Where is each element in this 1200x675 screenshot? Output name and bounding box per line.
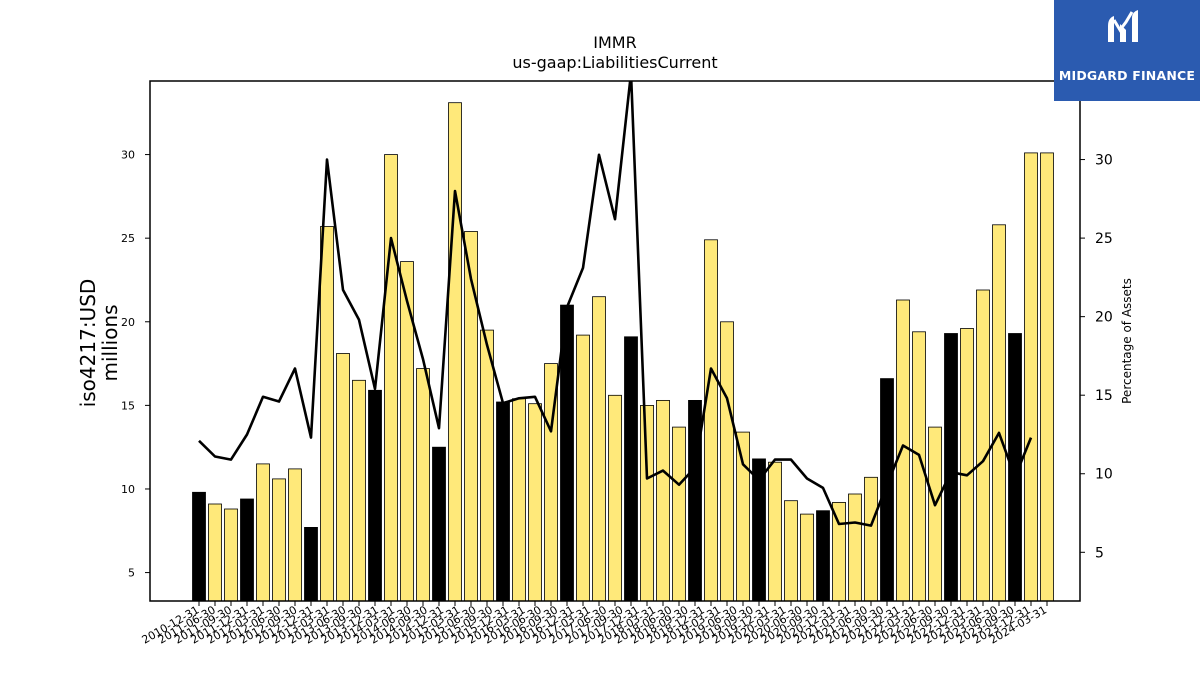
- bar-annual: [496, 401, 510, 602]
- y-tick-label: 15: [121, 399, 135, 412]
- bar-quarter: [224, 508, 238, 602]
- bar-annual: [368, 389, 382, 602]
- bar-annual: [304, 527, 318, 602]
- bar-quarter: [928, 426, 942, 602]
- bar-quarter: [400, 261, 414, 602]
- bar-quarter: [784, 500, 798, 602]
- bar-quarter: [672, 426, 686, 602]
- bar-group: [192, 102, 1054, 602]
- bar-quarter: [592, 296, 606, 602]
- y-tick-label: 10: [121, 483, 135, 496]
- bar-quarter: [768, 461, 782, 602]
- series-line: [198, 81, 1033, 527]
- line-group: [198, 81, 1033, 527]
- bar-annual: [880, 378, 894, 602]
- bar-quarter: [848, 493, 862, 602]
- y2-tick-label: 20: [1095, 310, 1113, 326]
- bar-quarter: [656, 399, 670, 602]
- bar-quarter: [640, 404, 654, 602]
- y2-tick-label: 10: [1095, 467, 1113, 483]
- bar-quarter: [384, 154, 398, 602]
- bar-quarter: [1024, 152, 1038, 602]
- bar-annual: [688, 399, 702, 602]
- y2-tick-label: 25: [1095, 231, 1113, 247]
- y-tick-label: 20: [121, 316, 135, 329]
- bar-quarter: [464, 231, 478, 602]
- y-axis-label-line: iso4217:USD: [76, 279, 100, 408]
- midgard-logo-icon: [1108, 10, 1138, 42]
- bar-quarter: [272, 478, 286, 602]
- bar-quarter: [576, 334, 590, 602]
- y2-axis-label: Percentage of Assets: [1120, 278, 1134, 404]
- bar-quarter: [512, 398, 526, 602]
- bar-quarter: [480, 329, 494, 602]
- bar-annual: [624, 336, 638, 602]
- bar-quarter: [736, 431, 750, 602]
- bar-quarter: [528, 403, 542, 602]
- bar-quarter: [256, 463, 270, 602]
- bar-quarter: [896, 299, 910, 602]
- bar-annual: [240, 498, 254, 602]
- bar-quarter: [800, 513, 814, 602]
- bar-quarter: [1040, 152, 1054, 602]
- bar-annual: [816, 510, 830, 602]
- bar-annual: [944, 333, 958, 602]
- y-tick-label: 30: [121, 149, 135, 162]
- bar-quarter: [336, 353, 350, 602]
- bar-quarter: [448, 102, 462, 602]
- chart-subtitle: us-gaap:LiabilitiesCurrent: [512, 53, 717, 72]
- y2-tick-label: 5: [1095, 545, 1104, 561]
- brand-name: MIDGARD FINANCE: [1058, 68, 1196, 83]
- bar-quarter: [352, 379, 366, 602]
- y2-tick-label: 30: [1095, 153, 1113, 169]
- y-tick-label: 25: [121, 232, 135, 245]
- bar-annual: [192, 491, 206, 602]
- bar-quarter: [976, 289, 990, 602]
- y2-tick-label: 15: [1095, 388, 1113, 404]
- y2-axis: 5 10 15 20 25 30: [1080, 153, 1113, 561]
- y-tick-label: 5: [128, 567, 135, 580]
- bar-quarter: [720, 321, 734, 602]
- bar-annual: [432, 446, 446, 602]
- bar-quarter: [208, 503, 222, 602]
- y-axis-label: iso4217:USDmillions: [76, 279, 122, 408]
- bar-quarter: [864, 476, 878, 602]
- bar-quarter: [832, 501, 846, 602]
- bar-quarter: [416, 368, 430, 602]
- bar-quarter: [704, 239, 718, 602]
- bar-quarter: [992, 224, 1006, 602]
- bar-quarter: [960, 328, 974, 602]
- y-axis-label-line: millions: [98, 304, 122, 381]
- chart-title: IMMR: [593, 33, 636, 52]
- x-axis: 2010-12-312011-06-302011-09-302011-12-31…: [140, 601, 1049, 647]
- y-axis: 5 10 15 20 25 30: [121, 149, 150, 580]
- bar-quarter: [608, 394, 622, 602]
- bar-quarter: [320, 226, 334, 602]
- bar-quarter: [288, 468, 302, 602]
- brand-logo: MIDGARD FINANCE: [1054, 0, 1200, 101]
